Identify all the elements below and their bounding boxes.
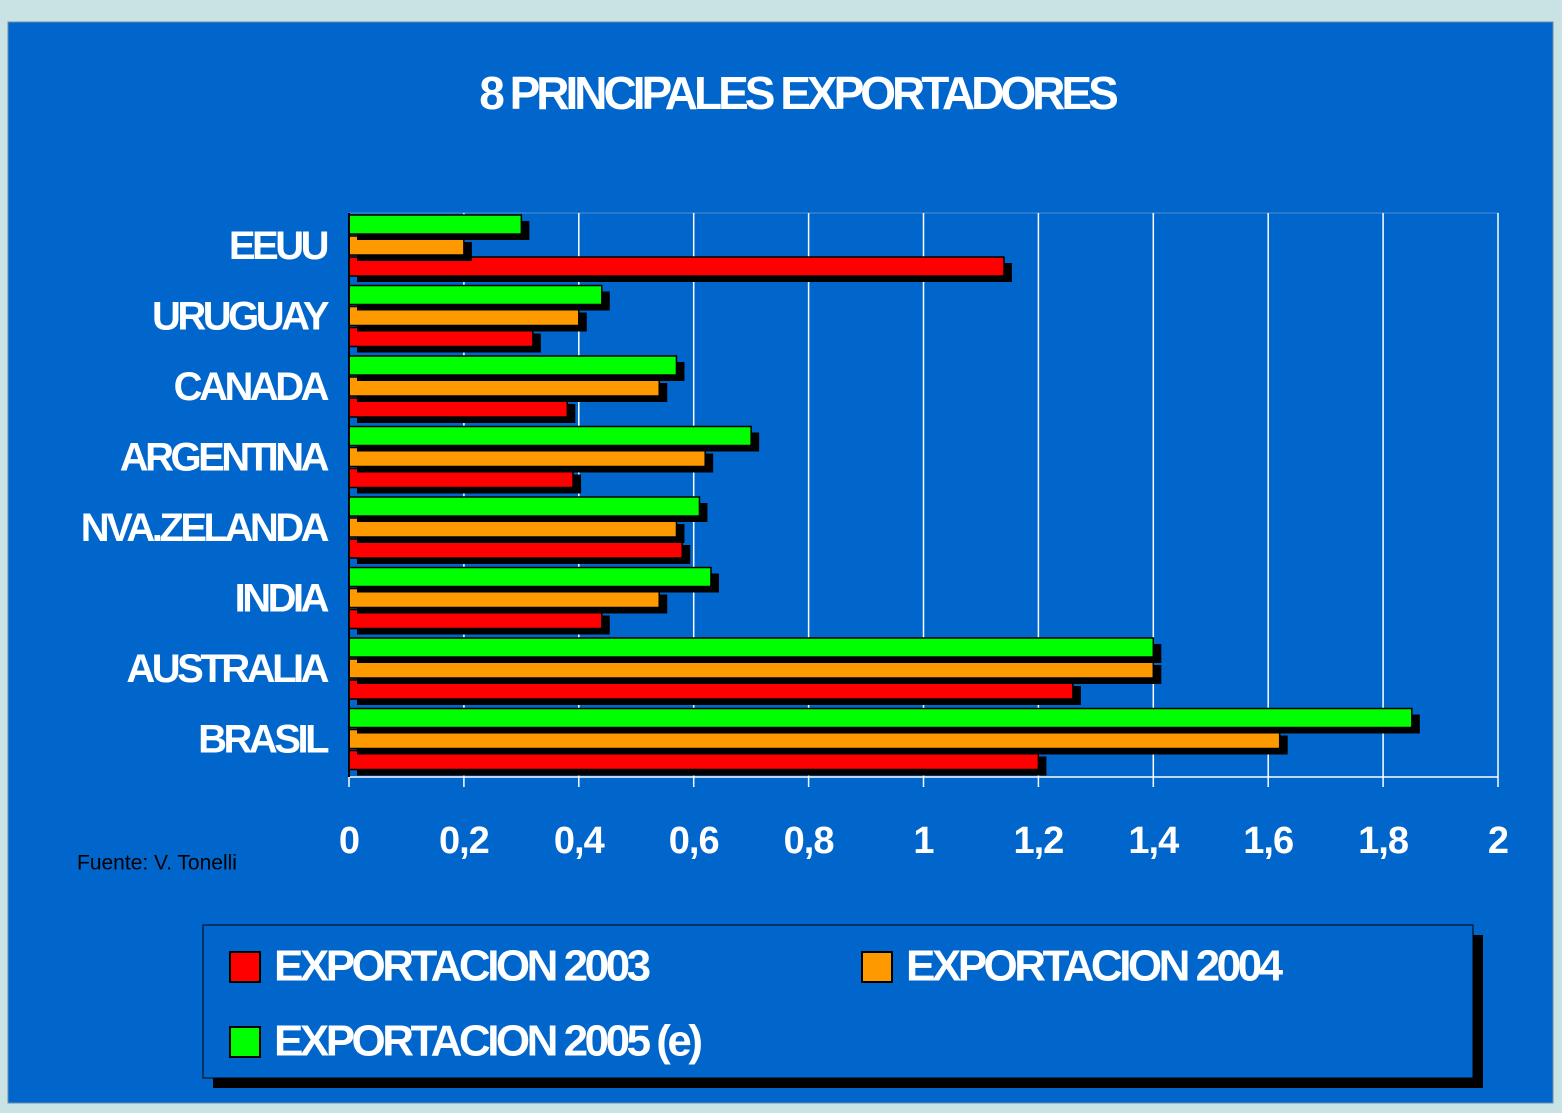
legend-label: EXPORTACION 2003 [274,942,650,991]
bar [348,214,523,235]
y-tick-label: BRASIL [198,717,329,761]
x-tick-label: 0,4 [554,820,605,862]
bar [348,566,712,588]
legend-swatch [229,951,261,983]
bar [348,707,1413,729]
bar [348,496,701,517]
y-tick-label: AUSTRALIA [126,647,328,691]
bar [348,425,752,447]
chart-title: 8 PRINCIPALES EXPORTADORES [479,67,1117,119]
y-tick-label: ARGENTINA [120,435,329,479]
y-tick-label: CANADA [174,365,329,409]
legend-label: EXPORTACION 2005 (e) [274,1017,701,1066]
x-tick-label: 1,6 [1243,820,1293,862]
source-note: Fuente: V. Tonelli [77,852,237,875]
x-tick-label: 1 [913,820,934,862]
bar [348,355,678,376]
x-tick-label: 0,2 [439,820,489,862]
bar [348,284,603,306]
panel [7,21,1554,1104]
y-tick-label: URUGUAY [152,294,330,338]
x-tick-label: 0 [339,820,359,862]
bar [348,637,1155,658]
x-tick-label: 2 [1488,820,1508,862]
legend-swatch [229,1026,261,1058]
x-tick-label: 1,8 [1358,820,1408,862]
legend-swatch [861,951,893,983]
y-tick-label: NVA.ZELANDA [81,506,329,550]
legend [202,924,1474,1079]
x-tick-label: 1,2 [1013,820,1063,862]
x-tick-label: 0,6 [669,820,719,862]
legend-label: EXPORTACION 2004 [906,942,1284,991]
x-tick-label: 0,8 [784,820,834,862]
y-tick-label: INDIA [235,576,329,620]
x-tick-label: 1,4 [1128,820,1179,862]
y-tick-label: EEUU [229,224,328,268]
